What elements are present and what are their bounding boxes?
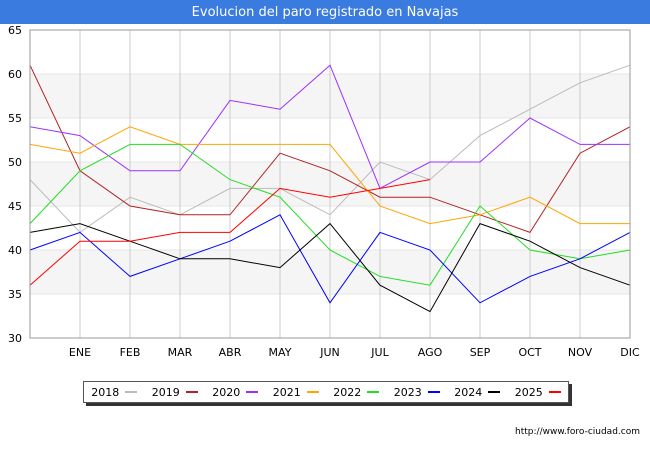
series-line-2021: [29, 126, 630, 225]
legend-swatch: [125, 391, 138, 393]
series-line-2023: [29, 214, 631, 304]
plot-frame: [29, 29, 631, 339]
x-tick-label: FEB: [120, 346, 141, 359]
legend-label: 2021: [272, 385, 301, 399]
axes: [29, 29, 631, 339]
x-tick-label: NOV: [568, 346, 593, 359]
legend-swatch: [306, 391, 319, 393]
legend-item-2020: 2020: [212, 385, 259, 399]
y-tick-label: 55: [8, 112, 22, 125]
legend-item-2018: 2018: [91, 385, 138, 399]
x-tick-label: SEP: [470, 346, 491, 359]
y-tick-label: 65: [8, 24, 22, 37]
legend-swatch: [185, 391, 198, 393]
y-tick-label: 35: [8, 288, 22, 301]
legend-swatch: [548, 391, 561, 393]
legend-label: 2019: [151, 385, 180, 399]
legend-item-2024: 2024: [454, 385, 501, 399]
x-tick-label: JUL: [370, 346, 389, 359]
legend-item-2021: 2021: [273, 386, 319, 399]
legend-label: 2024: [454, 385, 483, 399]
x-tick-label: MAR: [168, 346, 193, 359]
x-tick-label: OCT: [518, 346, 541, 359]
legend-label: 2018: [91, 385, 120, 399]
x-tick-label: ENE: [69, 346, 91, 359]
legend-item-2023: 2023: [394, 386, 440, 399]
tick-labels: 30 35 40 45 50 55 60 65 ENE FEB MAR ABR MAY JUN JUL AGO…: [8, 24, 640, 359]
y-tick-label: 40: [8, 244, 22, 257]
legend-label: 2020: [212, 385, 241, 399]
source-credit: http://www.foro-ciudad.com: [515, 427, 640, 437]
legend-swatch: [427, 391, 440, 393]
x-tick-label: MAY: [269, 346, 292, 359]
legend-swatch: [367, 391, 380, 393]
series-line-2019: [29, 64, 631, 234]
series-lines: [29, 64, 631, 313]
chart-title: Evolucion del paro registrado en Navajas: [0, 0, 650, 24]
legend-swatch: [246, 391, 259, 393]
series-line-2020: [29, 64, 630, 190]
y-tick-label: 50: [8, 156, 22, 169]
legend-item-2019: 2019: [152, 386, 198, 399]
series-line-2022: [29, 143, 631, 286]
legend-item-2025: 2025: [515, 386, 561, 399]
x-tick-label: JUN: [319, 346, 340, 359]
legend-label: 2025: [514, 385, 543, 399]
y-tick-label: 60: [8, 68, 22, 81]
legend-label: 2022: [333, 385, 362, 399]
series-line-2025: [29, 179, 431, 286]
series-line-2018: [29, 64, 631, 234]
y-tick-label: 30: [8, 332, 22, 345]
x-tick-label: DIC: [620, 346, 640, 359]
x-tick-label: ABR: [219, 346, 242, 359]
legend-swatch: [488, 391, 501, 393]
legend-label: 2023: [393, 385, 422, 399]
legend-item-2022: 2022: [333, 385, 380, 399]
legend: 2018 2019 2020 2021 2022 2023 2024 2025: [83, 381, 569, 403]
x-tick-label: AGO: [418, 346, 443, 359]
y-tick-label: 45: [8, 200, 22, 213]
